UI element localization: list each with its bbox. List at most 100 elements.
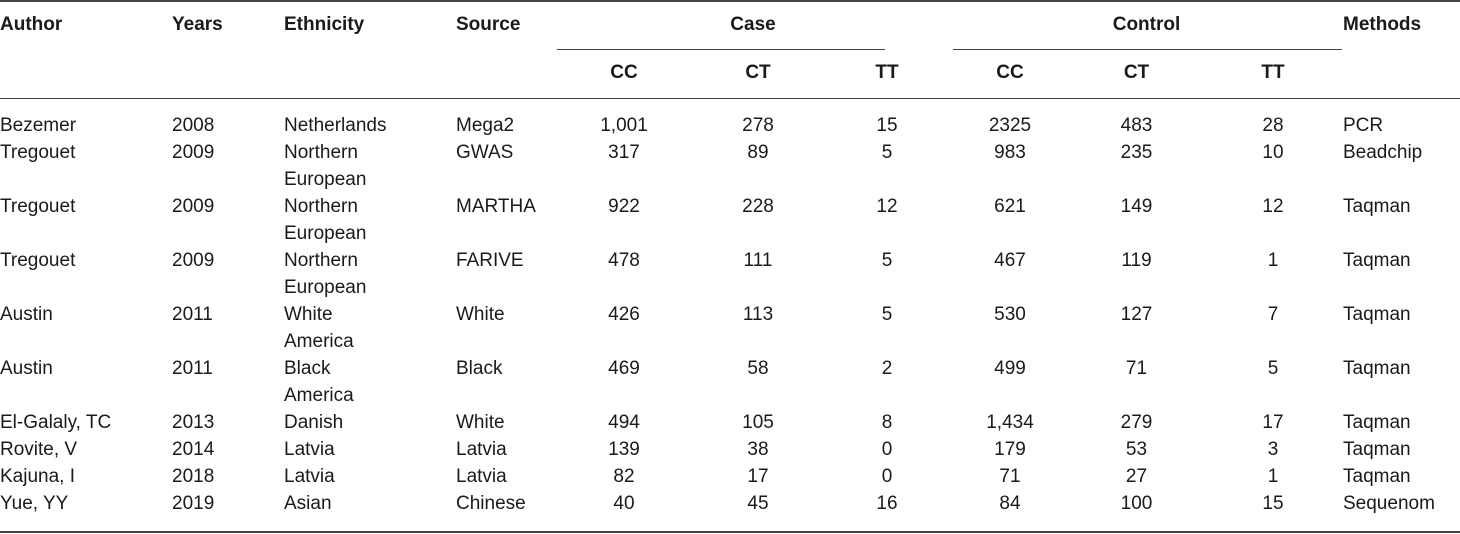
cell-case-ct: 17: [747, 466, 769, 487]
ethnicity-line: Northern: [284, 196, 358, 217]
table-row: Austin 2011 Black America Black 469 58 2 499 71 5 T…: [0, 355, 1460, 409]
cell-source: Mega2: [456, 115, 515, 136]
cell-author: Austin: [0, 304, 53, 325]
cell-case-tt: 8: [881, 412, 893, 433]
table-row: Austin 2011 White America White 426 113 5 530 127…: [0, 301, 1460, 355]
ethnicity-line: America: [284, 385, 354, 406]
header-ethnicity: Ethnicity: [284, 14, 365, 35]
cell-source: White: [456, 304, 505, 325]
cell-author: Kajuna, I: [0, 466, 75, 487]
cell-method: Taqman: [1343, 439, 1411, 460]
cell-control-cc: 1,434: [986, 412, 1034, 433]
cell-author: Yue, YY: [0, 493, 69, 514]
cell-years: 2018: [172, 466, 215, 487]
control-group-rule: [953, 49, 1342, 50]
cell-case-cc: 478: [608, 250, 640, 271]
cell-ethnicity: Black America: [284, 355, 456, 409]
cell-author: Austin: [0, 358, 53, 379]
ethnicity-line: Northern: [284, 250, 358, 271]
cell-control-ct: 53: [1125, 439, 1148, 460]
cell-control-cc: 530: [994, 304, 1026, 325]
cell-case-tt: 5: [881, 304, 893, 325]
top-rule: [0, 0, 1460, 2]
cell-control-tt: 3: [1267, 439, 1279, 460]
cell-control-cc: 499: [994, 358, 1026, 379]
cell-control-cc: 2325: [988, 115, 1032, 136]
cell-control-ct: 483: [1120, 115, 1153, 136]
cell-case-ct: 228: [742, 196, 774, 217]
cell-case-tt: 0: [881, 439, 893, 460]
cell-case-tt: 5: [881, 142, 893, 163]
cell-author: Tregouet: [0, 196, 76, 217]
table-row: Tregouet 2009 Northern European GWAS 317 89 5 98…: [0, 139, 1460, 193]
header-case-tt: TT: [875, 62, 899, 83]
cell-case-cc: 494: [608, 412, 640, 433]
table-row: Kajuna, I 2018 Latvia Latvia 82 17 0 71 27 1 Taqma…: [0, 463, 1460, 490]
cell-case-cc: 317: [608, 142, 640, 163]
cell-case-cc: 82: [613, 466, 635, 487]
cell-ethnicity: White America: [284, 301, 456, 355]
cell-case-ct: 105: [742, 412, 774, 433]
cell-years: 2011: [172, 304, 213, 325]
cell-ethnicity: Latvia: [284, 463, 456, 490]
cell-source: GWAS: [456, 142, 514, 163]
cell-control-cc: 621: [994, 196, 1026, 217]
table-row: Tregouet 2009 Northern European FARIVE 478 111…: [0, 247, 1460, 301]
cell-case-cc: 1,001: [600, 115, 648, 136]
cell-case-ct: 278: [742, 115, 774, 136]
header-control-ct: CT: [1123, 62, 1150, 83]
cell-author: Tregouet: [0, 142, 76, 163]
cell-ethnicity: Danish: [284, 409, 456, 436]
cell-ethnicity: Northern European: [284, 139, 456, 193]
cell-author: El-Galaly, TC: [0, 412, 112, 433]
header-control: Control: [1112, 14, 1181, 35]
table-body: Bezemer 2008 Netherlands Mega2 1,001 278 15 232…: [0, 99, 1460, 517]
cell-years: 2013: [172, 412, 215, 433]
cell-case-tt: 12: [876, 196, 898, 217]
header-source: Source: [456, 14, 521, 35]
cell-control-ct: 235: [1120, 142, 1153, 163]
cell-years: 2009: [172, 142, 215, 163]
header-case-cc: CC: [610, 62, 638, 83]
cell-method: Taqman: [1343, 196, 1411, 217]
cell-control-ct: 127: [1120, 304, 1153, 325]
cell-method: Beadchip: [1343, 142, 1423, 163]
cell-method: Taqman: [1343, 412, 1411, 433]
cell-case-tt: 16: [876, 493, 898, 514]
cell-author: Rovite, V: [0, 439, 78, 460]
cell-case-ct: 45: [747, 493, 769, 514]
cell-control-tt: 12: [1262, 196, 1284, 217]
cell-control-tt: 1: [1267, 466, 1279, 487]
cell-control-tt: 17: [1262, 412, 1284, 433]
cell-control-tt: 15: [1262, 493, 1284, 514]
cell-method: Taqman: [1343, 304, 1411, 325]
header-control-cc: CC: [996, 62, 1024, 83]
table-row: Bezemer 2008 Netherlands Mega2 1,001 278 15 232…: [0, 99, 1460, 139]
cell-years: 2014: [172, 439, 215, 460]
ethnicity-line: Asian: [284, 493, 332, 514]
cell-years: 2009: [172, 250, 215, 271]
cell-control-cc: 179: [994, 439, 1026, 460]
cell-control-tt: 1: [1267, 250, 1279, 271]
cell-method: Taqman: [1343, 250, 1411, 271]
cell-years: 2011: [172, 358, 213, 379]
ethnicity-line: European: [284, 223, 367, 244]
cell-control-ct: 279: [1120, 412, 1153, 433]
cell-control-tt: 10: [1262, 142, 1284, 163]
ethnicity-line: America: [284, 331, 354, 352]
cell-author: Bezemer: [0, 115, 77, 136]
cell-ethnicity: Latvia: [284, 436, 456, 463]
cell-control-ct: 149: [1120, 196, 1153, 217]
cell-ethnicity: Asian: [284, 490, 456, 517]
cell-source: Latvia: [456, 466, 507, 487]
ethnicity-line: Latvia: [284, 439, 335, 460]
header-methods: Methods: [1343, 14, 1422, 35]
ethnicity-line: Netherlands: [284, 115, 387, 136]
cell-author: Tregouet: [0, 250, 76, 271]
header-control-tt: TT: [1261, 62, 1285, 83]
ethnicity-line: Latvia: [284, 466, 335, 487]
table-row: Rovite, V 2014 Latvia Latvia 139 38 0 179 53 3 Taq…: [0, 436, 1460, 463]
ethnicity-line: Northern: [284, 142, 358, 163]
cell-control-cc: 467: [994, 250, 1026, 271]
cell-case-tt: 5: [881, 250, 893, 271]
